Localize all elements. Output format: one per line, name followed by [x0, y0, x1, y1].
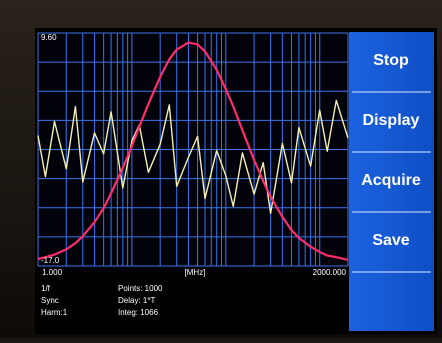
- status-text: Delay: 1*T: [118, 296, 155, 305]
- button-label[interactable]: Save: [372, 232, 409, 249]
- trace: [37, 99, 349, 215]
- status-text: 1/f: [41, 284, 51, 293]
- button-label[interactable]: Display: [363, 112, 420, 129]
- trace: [37, 41, 349, 261]
- button-label[interactable]: Acquire: [361, 172, 421, 189]
- status-text: Integ: 1066: [118, 308, 159, 317]
- x-axis-label: [MHz]: [185, 268, 206, 277]
- button-label[interactable]: Stop: [373, 52, 409, 69]
- x-tick-label: 2000.000: [313, 268, 347, 277]
- y-tick-label: 9.60: [41, 33, 57, 42]
- status-text: Harm:1: [41, 308, 68, 317]
- x-tick-label: 1.000: [42, 268, 63, 277]
- button-panel: [349, 32, 434, 331]
- status-text: Points: 1000: [118, 284, 163, 293]
- status-text: Sync: [41, 296, 59, 305]
- y-tick-label: -17.0: [41, 256, 60, 265]
